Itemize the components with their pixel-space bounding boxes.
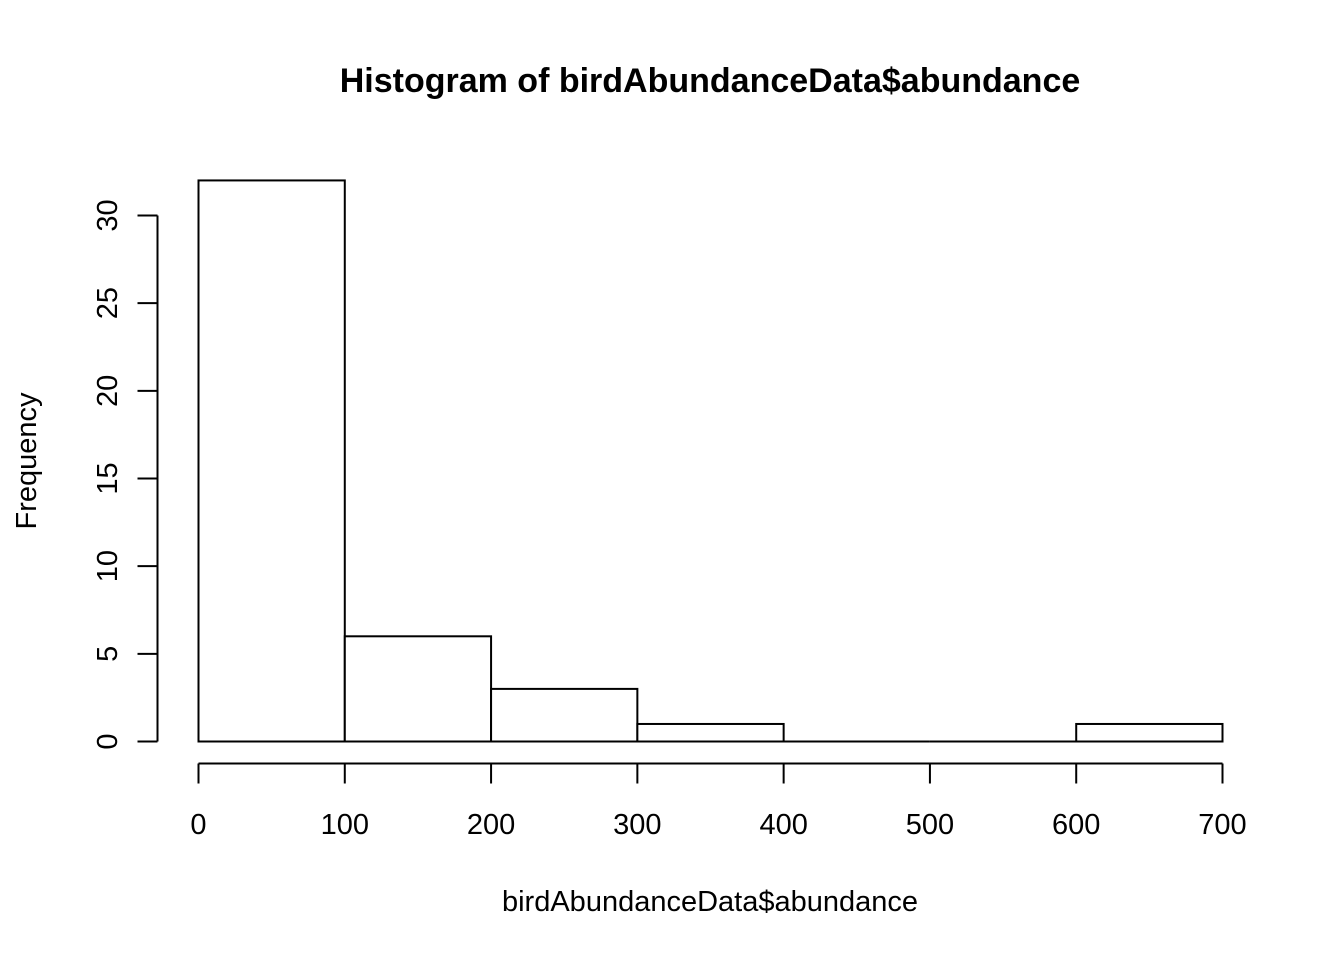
x-tick-label-200: 200 xyxy=(467,809,515,841)
y-tick-label-10: 10 xyxy=(92,550,124,582)
x-tick-label-100: 100 xyxy=(321,809,369,841)
y-axis-label: Frequency xyxy=(11,392,43,530)
x-tick-label-600: 600 xyxy=(1052,809,1100,841)
histogram-bar-100-200 xyxy=(343,635,493,743)
x-axis-label: birdAbundanceData$abundance xyxy=(502,886,918,918)
x-tick-label-400: 400 xyxy=(759,809,807,841)
y-tick-label-20: 20 xyxy=(92,375,124,407)
y-tick-label-25: 25 xyxy=(92,287,124,319)
y-tick-label-30: 30 xyxy=(92,199,124,231)
x-axis: 0 100 200 300 400 500 600 700 xyxy=(190,762,1247,841)
x-tick-label-700: 700 xyxy=(1198,809,1246,841)
histogram-bar-200-300 xyxy=(490,687,639,743)
x-tick-label-300: 300 xyxy=(613,809,661,841)
histogram-bar-300-400 xyxy=(636,722,785,743)
y-tick-label-0: 0 xyxy=(92,733,124,749)
y-tick-label-5: 5 xyxy=(92,646,124,662)
y-tick-label-15: 15 xyxy=(92,462,124,494)
x-tick-label-500: 500 xyxy=(906,809,954,841)
bars-group xyxy=(197,179,1224,743)
histogram-bar-600-700 xyxy=(1075,722,1224,743)
x-tick-label-0: 0 xyxy=(190,809,206,841)
y-axis: 0 5 10 15 20 25 30 xyxy=(92,199,159,750)
chart-title: Histogram of birdAbundanceData$abundance xyxy=(340,62,1081,100)
histogram-bar-0-100 xyxy=(197,179,346,743)
